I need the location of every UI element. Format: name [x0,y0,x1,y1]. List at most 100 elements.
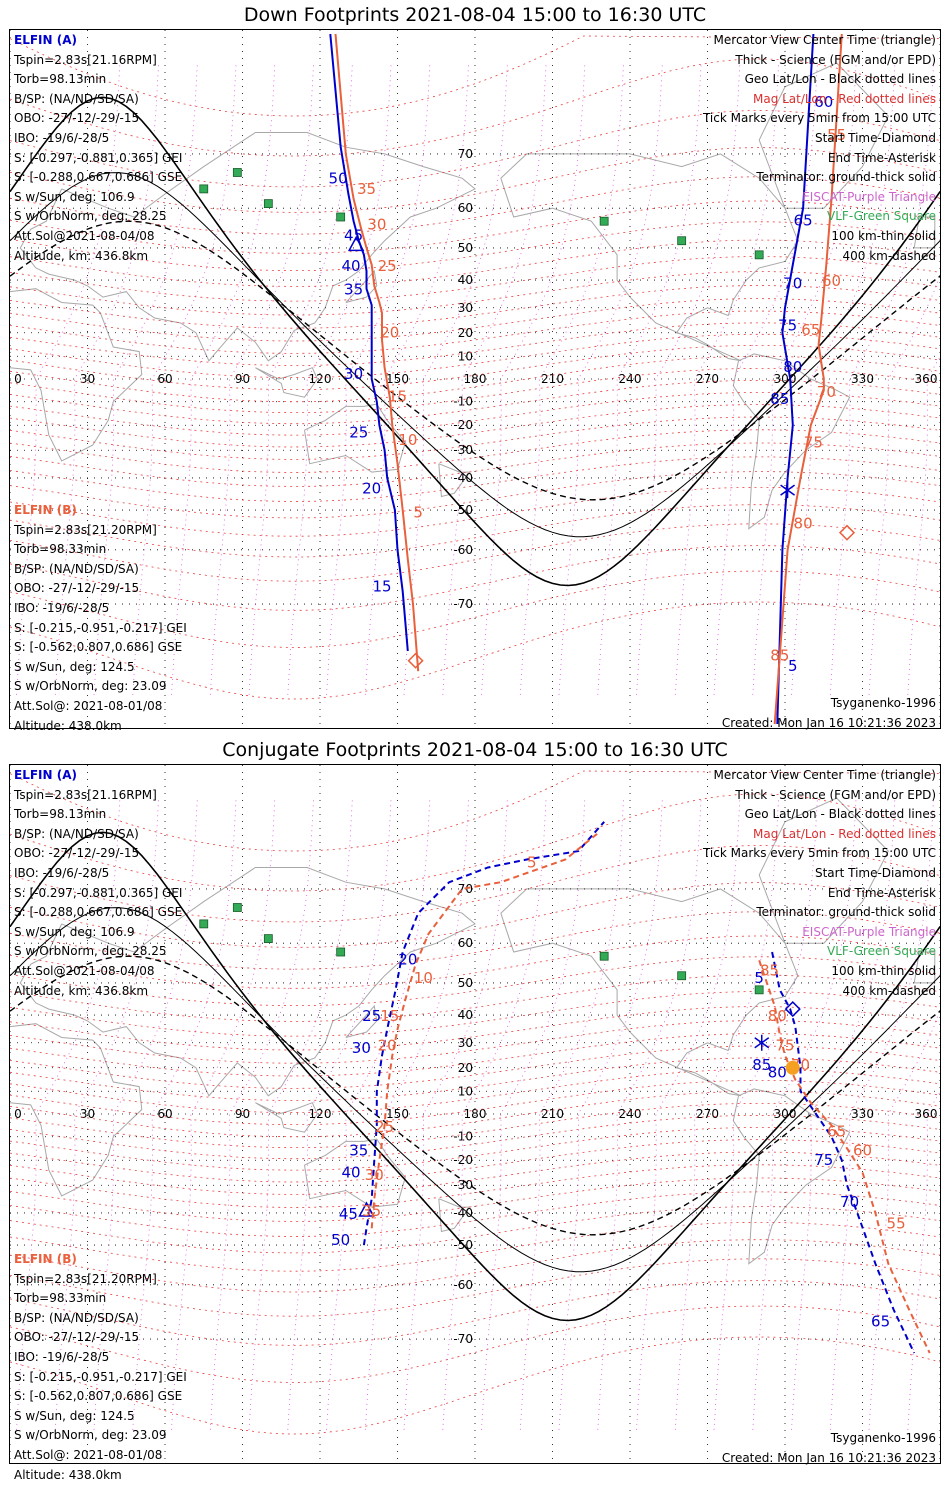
coastline [438,1198,471,1233]
footprint-track [773,33,843,725]
info-line: OBO: -27/-12/-29/-15 [14,111,140,126]
track-tick-label: 45 [339,1205,358,1223]
terminator-ground [10,96,940,587]
lon-tick-label: 240 [619,372,642,386]
track-tick-label: 15 [380,1007,399,1025]
lon-tick-label: 240 [619,1107,642,1121]
mag-lat-gridline [10,1206,940,1254]
track-tick-label: 80 [768,1007,787,1025]
info-line: S: [-0.288,0.667,0.686] GSE [14,905,183,920]
panel-title: Down Footprints 2021-08-04 15:00 to 16:3… [243,4,707,26]
lon-tick-label: 150 [386,1107,409,1121]
asterisk-stroke [754,1037,770,1049]
track-tick-label: 65 [801,321,820,339]
legend-item: Mag Lat/Lon - Red dotted lines [752,91,936,106]
info-line: Torb=98.13min [14,72,107,87]
lon-tick-label: 180 [464,372,487,386]
mag-lat-gridline [10,429,940,473]
info-line: S w/Sun, deg: 106.9 [14,924,135,939]
coastline [19,867,476,1097]
mag-lat-gridline [10,310,940,354]
mag-lat-gridline [10,298,940,342]
info-line: B/SP: (NA/ND/SD/SA) [14,826,139,841]
track-tick-label: 80 [794,515,813,533]
mag-lat-gridline [10,392,940,436]
mag-lat-gridline [10,239,940,287]
coastline [10,288,143,462]
track-tick-label: 65 [827,1123,846,1141]
coastline [255,1102,318,1133]
mag-lat-gridline [10,1336,940,1435]
mag-lat-gridline [10,1258,940,1317]
vlf-station-square [263,199,273,209]
info-line: S w/OrbNorm, deg: 23.09 [14,1428,167,1443]
legend-item: Mercator View Center Time (triangle) [713,33,936,47]
info-line: S: [-0.215,-0.951,-0.217] GEI [14,620,187,635]
info-line: S w/Sun, deg: 124.5 [14,659,135,674]
mag-lat-gridline [10,974,940,1022]
lat-tick-label: 20 [458,326,473,340]
mag-lon-gridline [209,798,314,1430]
lon-tick-label: 120 [309,1107,332,1121]
vlf-station-square [232,903,242,912]
vlf-station-square [199,919,209,929]
terminator-400km [10,955,940,1236]
lon-tick-label: 0 [14,1107,22,1121]
mag-lat-gridline [10,35,940,117]
mag-lat-gridline [10,1164,940,1208]
terminator-100km [10,172,940,538]
mag-lon-gridline [597,63,702,695]
info-line: Tspin=2.83s[21.16RPM] [14,52,157,67]
mag-lat-gridline [10,285,940,329]
coastline [500,153,799,362]
footprint-track [758,959,931,1354]
info-line: Att.Sol@2021-08-04/08 [14,963,155,978]
vlf-station-square [599,951,609,961]
lat-tick-label: -20 [453,418,473,432]
mag-lat-gridline [10,110,940,188]
info-line: OBO: -27/-12/-29/-15 [14,581,140,596]
lon-tick-label: 30 [80,1107,95,1121]
track-tick-label: 20 [378,1036,397,1054]
end-time-asterisk [780,482,796,499]
mag-lat-gridline [10,256,940,302]
coastline [500,888,799,1097]
info-line: OBO: -27/-12/-29/-15 [14,1330,140,1345]
info-line: S: [-0.215,-0.951,-0.217] GEI [14,1369,187,1384]
track-tick-label: 75 [775,1036,794,1054]
legend-item: EISCAT-Purple Triangle [802,924,936,939]
mag-lat-gridline [10,1114,940,1160]
lon-tick-label: 330 [851,372,874,386]
mag-lat-gridline [10,1020,940,1064]
lat-tick-label: 70 [458,147,473,161]
info-line: Altitude: 438.0km [14,718,122,733]
info-line: S: [-0.562,0.807,0.686] GSE [14,640,183,655]
lat-tick-label: -40 [453,1206,473,1220]
legend-item: Geo Lat/Lon - Black dotted lines [744,807,936,822]
legend-item: Terminator: ground-thick solid [756,170,936,185]
mag-lat-gridline [10,1127,940,1171]
info-line: B/SP: (NA/ND/SD/SA) [14,91,139,106]
info-line: Torb=98.33min [14,1291,107,1306]
track-tick-label: 20 [362,479,381,497]
lon-tick-label: 210 [541,1107,564,1121]
info-line: IBO: -19/6/-28/5 [14,130,110,145]
info-line: S: [-0.297,-0.881,0.365] GEI [14,885,183,900]
track-tick-label: 65 [794,211,813,229]
mag-lat-gridline [10,1079,940,1126]
mag-lon-gridline [326,798,431,1430]
mag-lat-gridline [10,147,940,213]
lat-tick-label: -60 [453,1278,473,1292]
mag-lat-gridline [10,367,940,414]
mag-lat-gridline [10,1151,940,1195]
track-tick-label: 85 [760,962,779,980]
map-panel-conjugate: 70 60 50 40 30 20 10 -10 -20 -30 -40 -50 -60 -70 0 30 60… [9,764,941,1482]
track-tick-label: 30 [365,1166,384,1184]
info-line: Tspin=2.83s[21.20RPM] [14,522,157,537]
model-label: Tsyganenko-1996 [830,696,936,710]
lon-tick-label: 120 [309,372,332,386]
mag-lat-gridline [10,845,940,923]
info-line: S w/Sun, deg: 124.5 [14,1408,135,1423]
mag-lat-gridline [10,523,940,582]
legend-item: VLF-Green Square [827,209,936,224]
